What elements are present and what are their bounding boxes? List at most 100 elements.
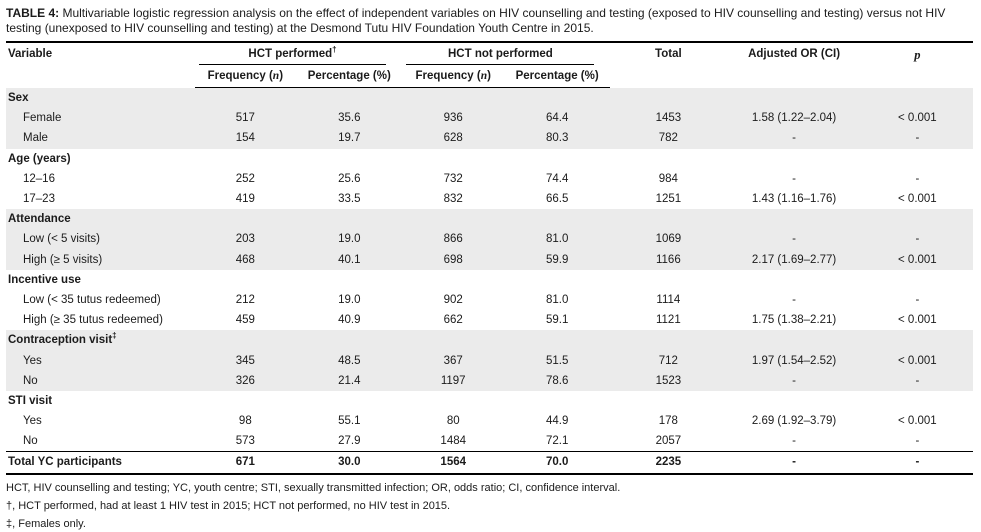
footnote-dagger: †, HCT performed, had at least 1 HIV tes… <box>6 499 451 512</box>
cell-value: 367 <box>443 354 463 367</box>
section-header-row: Incentive use <box>6 270 973 290</box>
table-row: High (≥ 35 tutus redeemed) 459 40.9 662 59.1… <box>6 310 973 330</box>
cell-value: 698 <box>443 253 463 266</box>
cell-value: 1484 <box>440 435 467 448</box>
table-row: Low (< 5 visits) 203 19.0 866 81.0 1069 - - <box>6 229 973 250</box>
table-row: Yes 98 55.1 80 44.9 178 2.69 (1.92–3.79) < 0.00… <box>6 411 973 431</box>
column-header-percentage-2: Percentage (%) <box>503 65 611 88</box>
section-label: Contraception visit‡ <box>8 331 117 347</box>
cell-value: - <box>915 435 920 448</box>
cell-value: < 0.001 <box>898 314 937 327</box>
cell-value: 80.3 <box>545 132 569 145</box>
cell-value: 1564 <box>402 451 504 474</box>
cell-value: - <box>915 172 920 185</box>
table-row: No 326 21.4 1197 78.6 1523 - - <box>6 370 973 391</box>
table-body: Sex Female 517 35.6 936 64.4 1453 1.58 (1.22–2.… <box>6 87 973 474</box>
cell-value: 345 <box>235 354 255 367</box>
header-row-measures: Frequency (n) Percentage (%) Frequency (… <box>6 65 973 88</box>
section-label: Age (years) <box>8 152 71 165</box>
cell-value: 1.97 (1.54–2.52) <box>751 354 837 367</box>
cell-value: - <box>915 132 920 145</box>
cell-value: < 0.001 <box>898 112 937 125</box>
cell-value: 671 <box>194 451 297 474</box>
cell-value: 59.1 <box>545 314 569 327</box>
cell-value: 662 <box>443 314 463 327</box>
row-label: Low (< 35 tutus redeemed) <box>23 293 161 306</box>
table-row: Yes 345 48.5 367 51.5 712 1.97 (1.54–2.52) < 0.… <box>6 350 973 371</box>
cell-value: - <box>726 451 862 474</box>
row-label: No <box>23 374 38 387</box>
cell-value: 782 <box>658 132 678 145</box>
cell-value: 51.5 <box>545 354 569 367</box>
cell-value: - <box>861 451 973 474</box>
cell-value: 1523 <box>655 374 682 387</box>
table-caption-label: TABLE 4: <box>6 6 60 20</box>
cell-value: 40.1 <box>338 253 361 266</box>
cell-value: 1.75 (1.38–2.21) <box>751 314 837 327</box>
regression-table: Variable HCT performed† HCT not performe… <box>6 41 973 475</box>
cell-value: - <box>792 374 796 387</box>
row-label: Low (< 5 visits) <box>23 233 101 246</box>
column-header-total: Total <box>655 48 682 60</box>
cell-value: 459 <box>235 314 255 327</box>
cell-value: < 0.001 <box>898 354 937 367</box>
cell-value: 25.6 <box>338 172 361 185</box>
cell-value: 419 <box>235 193 255 206</box>
cell-value: < 0.001 <box>898 415 937 428</box>
row-label: Female <box>23 112 62 125</box>
cell-value: 984 <box>658 172 678 185</box>
cell-value: 35.6 <box>338 112 361 125</box>
column-header-frequency-2: Frequency (n) <box>402 65 504 88</box>
cell-value: - <box>915 293 920 306</box>
cell-value: 2235 <box>610 451 727 474</box>
cell-value: 66.5 <box>545 193 569 206</box>
column-header-percentage-1: Percentage (%) <box>296 65 403 88</box>
section-label: Attendance <box>8 213 71 226</box>
cell-value: - <box>915 233 920 246</box>
cell-value: 468 <box>235 253 255 266</box>
row-label: 17–23 <box>23 193 55 206</box>
table-row: 12–16 252 25.6 732 74.4 984 - - <box>6 169 973 189</box>
cell-value: 30.0 <box>296 451 403 474</box>
cell-value: 732 <box>443 172 463 185</box>
cell-value: 98 <box>238 415 252 428</box>
cell-value: 80 <box>446 415 460 428</box>
table-row: Male 154 19.7 628 80.3 782 - - <box>6 128 973 149</box>
cell-value: 78.6 <box>545 374 569 387</box>
section-header-row: Contraception visit‡ <box>6 330 973 351</box>
table-row: High (≥ 5 visits) 468 40.1 698 59.9 1166 2.17 … <box>6 249 973 270</box>
cell-value: 1069 <box>655 233 682 246</box>
column-header-adjusted-or: Adjusted OR (CI) <box>748 48 841 60</box>
table-footnotes: HCT, HIV counselling and testing; YC, yo… <box>6 482 973 532</box>
cell-value: 55.1 <box>338 415 361 428</box>
cell-value: 1251 <box>655 193 682 206</box>
table-row: Low (< 35 tutus redeemed) 212 19.0 902 81.0 1… <box>6 290 973 310</box>
cell-value: 178 <box>658 415 678 428</box>
header-row-groups: Variable HCT performed† HCT not performe… <box>6 42 973 65</box>
row-label: High (≥ 35 tutus redeemed) <box>23 314 163 327</box>
row-label: No <box>23 435 38 448</box>
cell-value: 832 <box>443 193 463 206</box>
cell-value: 203 <box>235 233 255 246</box>
row-label: Yes <box>23 354 42 367</box>
cell-value: 866 <box>443 233 463 246</box>
footnote-double-dagger: ‡, Females only. <box>6 517 86 530</box>
cell-value: - <box>792 293 796 306</box>
cell-value: < 0.001 <box>898 253 937 266</box>
cell-value: 1.43 (1.16–1.76) <box>751 193 837 206</box>
double-dagger-footnote-marker: ‡ <box>112 331 117 341</box>
cell-value: 19.0 <box>338 293 361 306</box>
cell-value: 1121 <box>655 314 681 327</box>
cell-value: 40.9 <box>338 314 361 327</box>
cell-value: 212 <box>235 293 255 306</box>
total-row: Total YC participants 671 30.0 1564 70.0 2235… <box>6 451 973 474</box>
cell-value: 33.5 <box>338 193 361 206</box>
cell-value: 48.5 <box>338 354 361 367</box>
cell-value: 44.9 <box>545 415 569 428</box>
cell-value: 326 <box>235 374 255 387</box>
cell-value: 19.0 <box>338 233 361 246</box>
cell-value: 573 <box>235 435 255 448</box>
row-label: High (≥ 5 visits) <box>23 253 103 266</box>
cell-value: - <box>792 132 796 145</box>
column-header-p-value: p <box>914 48 921 62</box>
